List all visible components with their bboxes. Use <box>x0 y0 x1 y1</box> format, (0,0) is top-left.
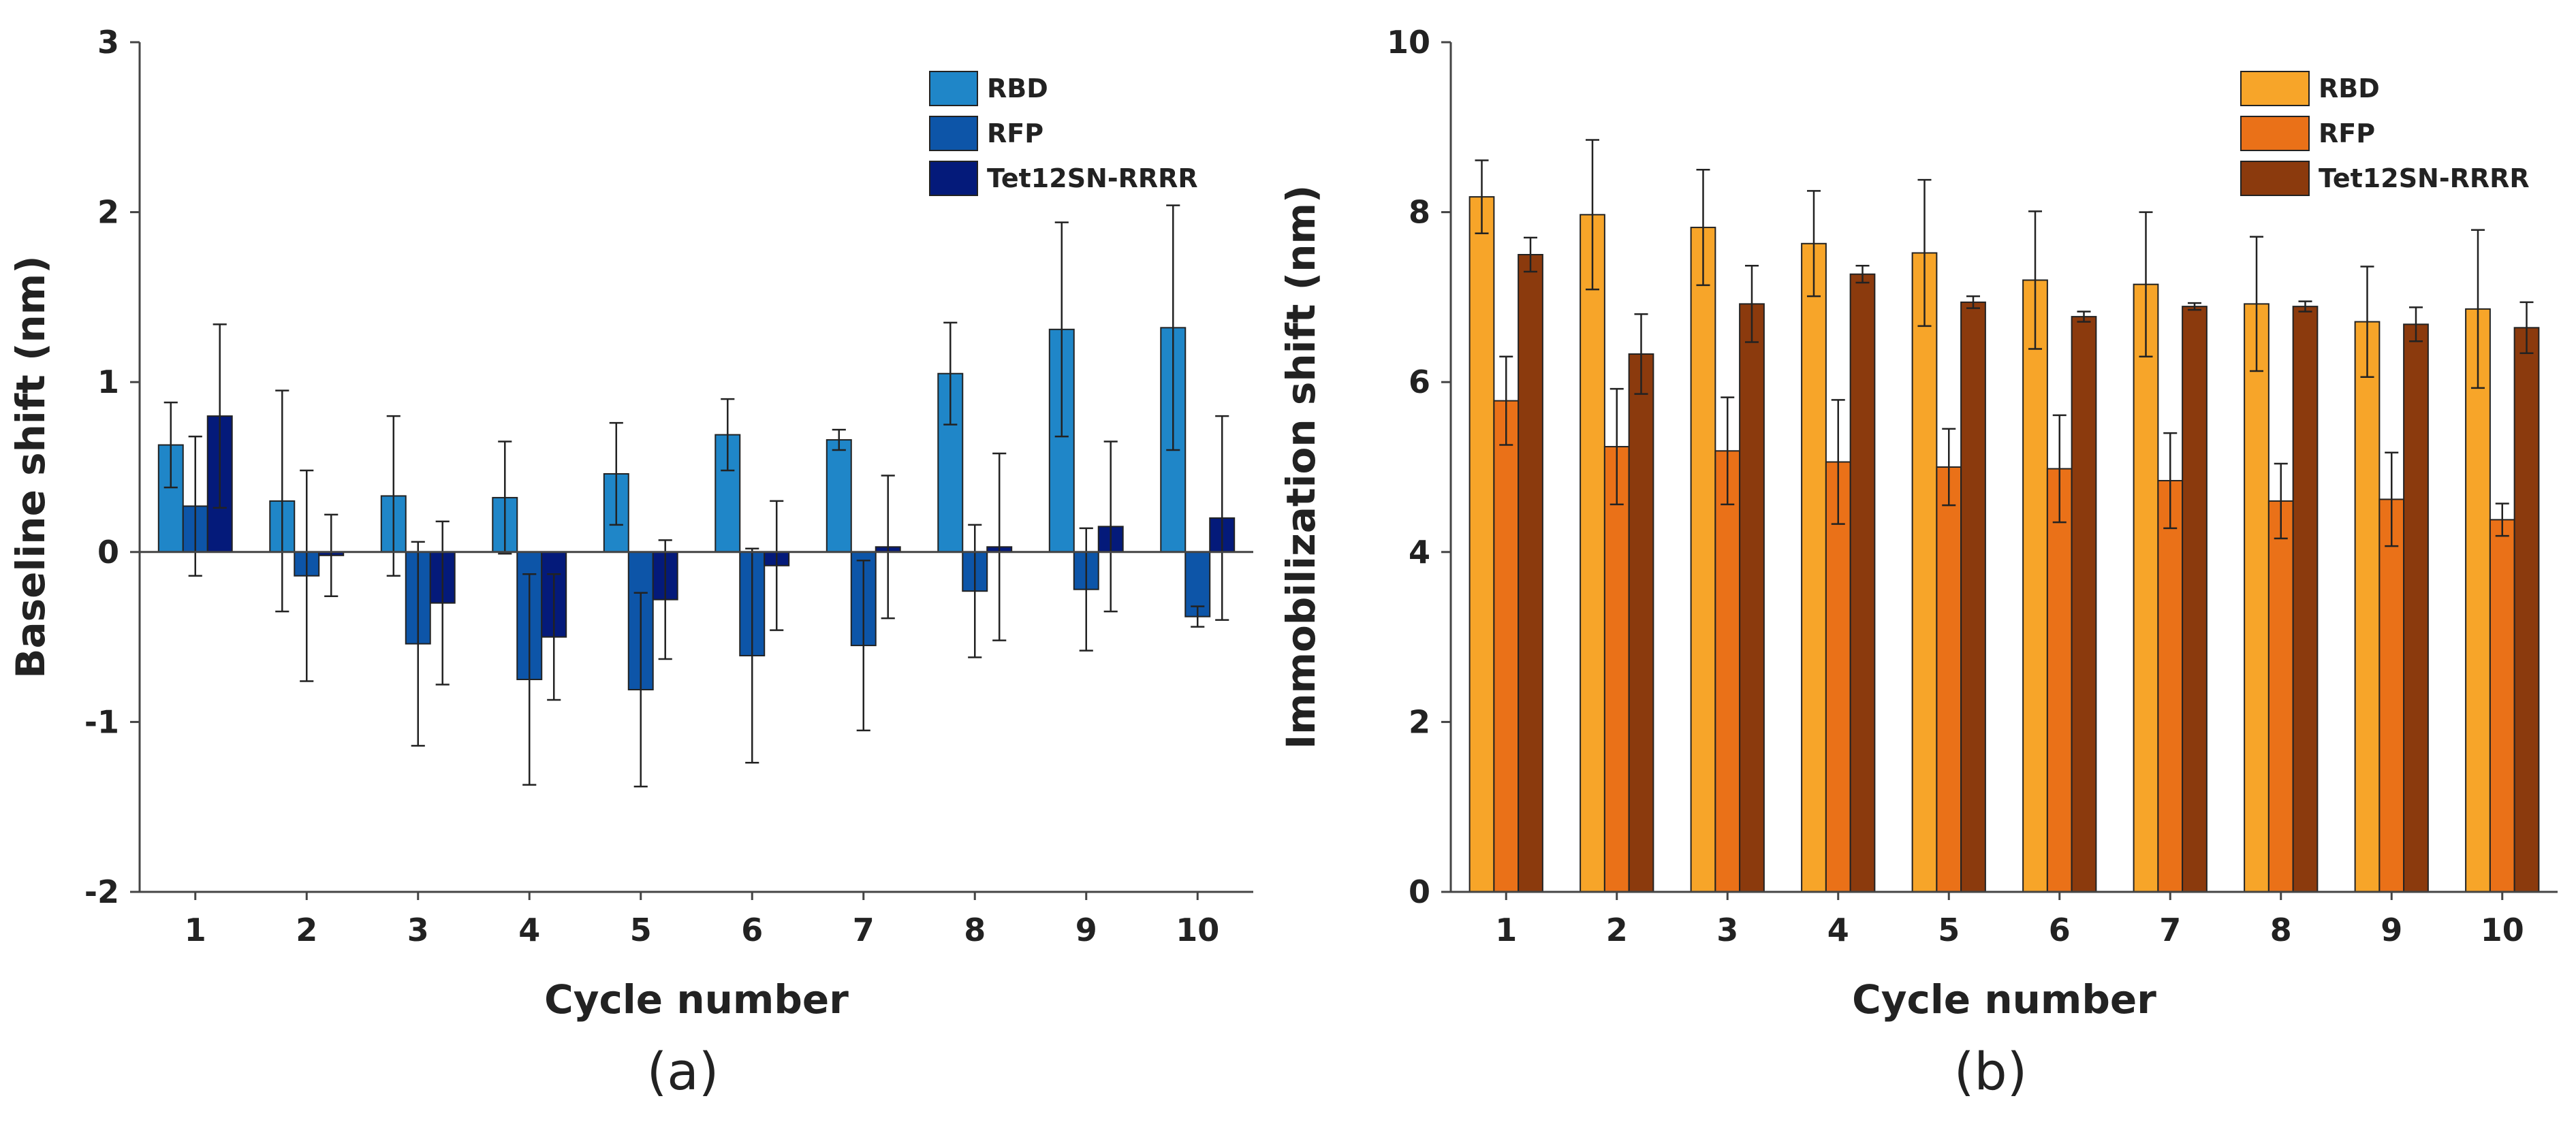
x-tick-label: 1 <box>185 912 206 948</box>
panel-caption: (a) <box>647 1041 719 1102</box>
x-tick-label: 6 <box>741 912 763 948</box>
x-axis-label: Cycle number <box>544 976 849 1023</box>
bar-rfp-2 <box>1603 446 1630 893</box>
x-tick-label: 9 <box>1075 912 1097 948</box>
x-tick-label: 8 <box>2270 912 2292 948</box>
legend-label: RFP <box>987 118 1043 148</box>
bar-rbd-6 <box>2022 279 2048 893</box>
bar-tet12sn-rrrr-5 <box>1960 301 1986 893</box>
y-tick-label: 0 <box>97 534 119 571</box>
x-tick-label: 7 <box>853 912 875 948</box>
x-axis-label: Cycle number <box>1852 976 2156 1023</box>
bar-rfp-8 <box>2267 500 2294 893</box>
bar-rbd-7 <box>826 439 852 553</box>
panel-caption: (b) <box>1954 1041 2028 1102</box>
legend-swatch-tet12sn-rrrr <box>929 161 978 196</box>
x-tick-label: 3 <box>1716 912 1738 948</box>
legend-swatch-rbd <box>2240 71 2310 106</box>
bar-rfp-6 <box>2046 468 2073 893</box>
y-axis-label: Immobilization shift (nm) <box>1278 185 1324 750</box>
bar-rfp-7 <box>2157 479 2184 893</box>
y-tick-label: 3 <box>97 24 119 61</box>
y-tick-label: 8 <box>1409 194 1430 231</box>
bar-tet12sn-rrrr-7 <box>2182 306 2208 893</box>
x-tick-label: 2 <box>296 912 317 948</box>
bar-tet12sn-rrrr-9 <box>2403 323 2429 893</box>
legend-label: Tet12SN-RRRR <box>987 163 1198 193</box>
bar-tet12sn-rrrr-1 <box>1518 254 1543 893</box>
x-tick-label: 7 <box>2159 912 2181 948</box>
bar-rfp-3 <box>1714 450 1741 893</box>
y-tick-label: 2 <box>1409 703 1430 740</box>
y-tick-label: -2 <box>84 873 119 910</box>
y-tick-label: 4 <box>1409 534 1430 571</box>
bar-rbd-2 <box>1580 214 1605 893</box>
legend-label: RBD <box>2319 74 2380 103</box>
legend-swatch-rbd <box>929 71 978 106</box>
bar-rbd-8 <box>2244 303 2269 893</box>
bar-rbd-10 <box>2465 308 2491 893</box>
y-tick-label: 10 <box>1387 24 1430 61</box>
bar-rfp-9 <box>2378 498 2405 893</box>
x-tick-label: 9 <box>2381 912 2402 948</box>
legend-swatch-rfp <box>929 116 978 151</box>
x-tick-label: 3 <box>407 912 429 948</box>
bar-rfp-4 <box>1825 461 1851 893</box>
legend-swatch-rfp <box>2240 116 2310 151</box>
x-tick-label: 5 <box>630 912 652 948</box>
legend-label: Tet12SN-RRRR <box>2319 163 2530 193</box>
x-tick-label: 1 <box>1495 912 1517 948</box>
bar-tet12sn-rrrr-6 <box>2071 316 2097 893</box>
x-tick-label: 10 <box>2481 912 2524 948</box>
bar-tet12sn-rrrr-4 <box>1849 273 1876 893</box>
bar-tet12sn-rrrr-10 <box>2513 327 2540 893</box>
bar-rfp-10 <box>2489 519 2515 893</box>
x-tick-label: 8 <box>964 912 986 948</box>
bar-rbd-7 <box>2133 283 2159 893</box>
legend-label: RFP <box>2319 118 2375 148</box>
x-tick-label: 4 <box>518 912 540 948</box>
bar-rfp-1 <box>1493 400 1520 893</box>
y-tick-label: -1 <box>84 703 119 740</box>
bar-rbd-4 <box>1801 242 1827 893</box>
legend-swatch-tet12sn-rrrr <box>2240 161 2310 196</box>
x-tick-label: 10 <box>1176 912 1219 948</box>
y-axis-label: Baseline shift (nm) <box>7 255 54 678</box>
y-tick-label: 0 <box>1409 873 1430 910</box>
bar-rbd-3 <box>1690 227 1716 893</box>
panel-a-chart: -2 -1 0 1 2 3 1 2 3 4 5 6 7 8 9 10 Baseline shift (nm) Cy… <box>7 24 1253 1102</box>
x-tick-label: 4 <box>1827 912 1849 948</box>
x-tick-label: 6 <box>2049 912 2071 948</box>
bar-rbd-9 <box>2354 321 2381 893</box>
bar-tet12sn-rrrr-3 <box>1739 303 1765 893</box>
x-tick-label: 2 <box>1606 912 1628 948</box>
bar-tet12sn-rrrr-8 <box>2292 306 2319 893</box>
x-tick-label: 5 <box>1938 912 1960 948</box>
y-tick-label: 6 <box>1409 364 1430 400</box>
bar-rbd-5 <box>1911 252 1938 893</box>
y-tick-label: 2 <box>97 194 119 231</box>
y-tick-label: 1 <box>97 364 119 400</box>
bar-rbd-1 <box>1468 196 1495 893</box>
bar-rfp-5 <box>1936 466 1962 893</box>
bar-tet12sn-rrrr-2 <box>1628 353 1654 893</box>
legend-label: RBD <box>987 74 1048 103</box>
